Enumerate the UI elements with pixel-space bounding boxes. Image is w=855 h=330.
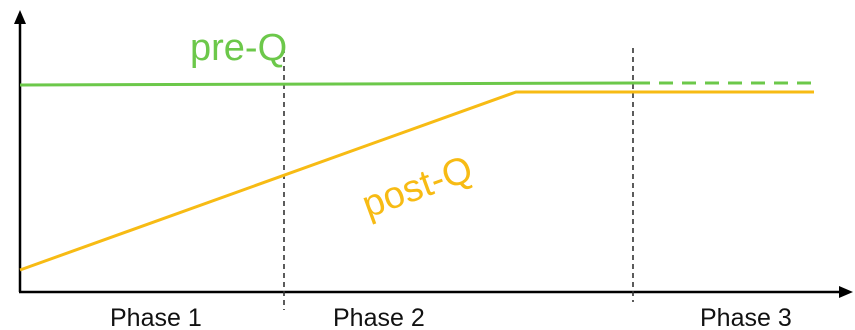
pre-q-line	[19, 81, 637, 87]
phase-2-label: Phase 2	[333, 304, 425, 330]
pre-q-label: pre-Q	[190, 27, 287, 69]
post-q-label: post-Q	[357, 148, 479, 226]
post-q-line	[19, 90, 814, 272]
phase-1-label: Phase 1	[110, 304, 202, 330]
phase-3-label: Phase 3	[700, 304, 792, 330]
x-axis-arrow-icon	[839, 286, 853, 298]
y-axis-arrow-icon	[14, 10, 26, 24]
